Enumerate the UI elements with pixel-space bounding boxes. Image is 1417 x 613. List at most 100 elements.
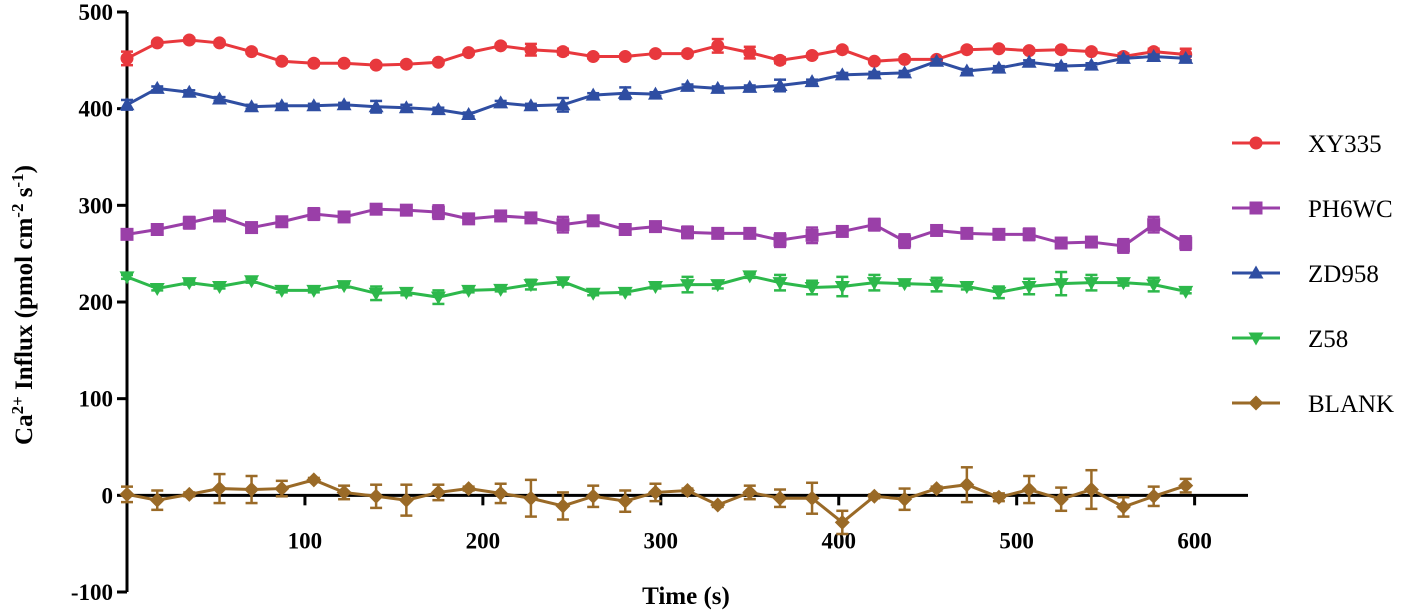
data-point-ph6wc <box>462 212 476 226</box>
legend-label-blank: BLANK <box>1308 391 1394 418</box>
data-point-ph6wc <box>960 226 974 240</box>
data-point-blank <box>1083 482 1099 498</box>
data-point-blank <box>523 490 539 506</box>
data-point-xy335 <box>898 52 912 66</box>
x-axis-title: Time (s) <box>642 583 730 610</box>
data-point-xy335 <box>556 45 570 59</box>
legend-label-z58: Z58 <box>1308 326 1348 353</box>
data-point-zd958 <box>772 77 788 91</box>
legend: XY335 PH6WC ZD958 Z58 BLANK <box>1232 131 1394 418</box>
x-tick-label: 500 <box>999 528 1034 553</box>
data-point-z58 <box>149 282 165 296</box>
data-point-blank <box>959 477 975 493</box>
data-point-ph6wc <box>182 216 196 230</box>
data-point-ph6wc <box>930 223 944 237</box>
data-point-blank <box>772 490 788 506</box>
data-point-zd958 <box>368 99 384 113</box>
data-point-z58 <box>959 281 975 295</box>
y-tick-label: 0 <box>102 483 114 508</box>
data-point-ph6wc <box>369 202 383 216</box>
data-point-ph6wc <box>618 223 632 236</box>
series-blank <box>119 466 1194 536</box>
data-point-blank <box>804 490 820 506</box>
data-point-xy335 <box>245 45 259 59</box>
legend-marker-zd958 <box>1248 265 1264 279</box>
y-title-sup2: -2 <box>8 204 27 218</box>
data-point-ph6wc <box>586 214 600 228</box>
data-point-z58 <box>772 277 788 291</box>
data-point-ph6wc <box>1022 227 1036 241</box>
data-point-ph6wc <box>743 226 757 240</box>
data-point-zd958 <box>991 60 1007 74</box>
data-point-xy335 <box>743 46 757 60</box>
data-point-z58 <box>585 287 601 301</box>
legend-label-xy335: XY335 <box>1308 131 1382 158</box>
data-point-z58 <box>336 280 352 294</box>
data-point-xy335 <box>1084 45 1098 59</box>
legend-label-ph6wc: PH6WC <box>1308 196 1393 223</box>
data-point-blank <box>274 481 290 497</box>
y-title-base: Ca <box>11 414 38 445</box>
data-point-blank <box>710 497 726 513</box>
data-point-ph6wc <box>1147 218 1161 232</box>
y-title-sup3: -1 <box>8 173 27 187</box>
data-point-z58 <box>680 279 695 293</box>
data-point-blank <box>1021 482 1037 498</box>
data-point-z58 <box>398 286 414 300</box>
data-point-zd958 <box>523 98 539 112</box>
data-point-zd958 <box>647 86 663 100</box>
data-point-blank <box>244 482 260 498</box>
legend-item-xy335: XY335 <box>1232 131 1382 158</box>
data-point-ph6wc <box>524 211 538 225</box>
data-point-z58 <box>834 281 850 295</box>
y-title-end: ) <box>11 165 38 173</box>
data-point-zd958 <box>244 99 260 113</box>
data-point-ph6wc <box>399 203 413 217</box>
data-point-zd958 <box>1146 48 1162 62</box>
data-point-z58 <box>555 276 571 290</box>
data-point-zd958 <box>585 87 601 101</box>
data-point-zd958 <box>742 79 758 93</box>
data-point-zd958 <box>306 98 322 112</box>
data-point-ph6wc <box>245 221 259 235</box>
data-point-z58 <box>804 282 820 295</box>
data-point-z58 <box>119 271 135 285</box>
data-point-blank <box>929 481 945 497</box>
data-point-xy335 <box>337 56 351 70</box>
data-point-blank <box>181 486 197 502</box>
data-point-ph6wc <box>337 210 351 224</box>
series-z58 <box>119 270 1194 306</box>
data-point-ph6wc <box>648 220 662 234</box>
data-point-xy335 <box>711 39 725 53</box>
legend-label-zd958: ZD958 <box>1308 261 1379 288</box>
data-point-z58 <box>617 286 633 300</box>
data-point-blank <box>212 481 228 497</box>
data-point-z58 <box>493 283 509 297</box>
data-point-ph6wc <box>835 224 849 238</box>
data-point-xy335 <box>648 47 662 61</box>
y-tick-label: 100 <box>79 387 114 412</box>
data-point-z58 <box>181 277 197 291</box>
data-point-zd958 <box>1083 57 1099 71</box>
data-point-z58 <box>244 275 260 289</box>
data-point-zd958 <box>212 91 228 105</box>
data-point-xy335 <box>681 47 694 61</box>
data-point-blank <box>647 484 663 500</box>
data-point-zd958 <box>461 106 477 120</box>
data-point-xy335 <box>462 46 476 60</box>
data-point-z58 <box>647 281 663 295</box>
data-point-z58 <box>274 284 290 298</box>
data-point-ph6wc <box>773 233 787 247</box>
data-point-blank <box>149 492 165 508</box>
data-point-z58 <box>461 284 477 298</box>
data-point-xy335 <box>618 49 632 63</box>
y-title-sup: 2+ <box>8 396 27 414</box>
data-point-zd958 <box>929 53 945 67</box>
data-point-xy335 <box>524 43 538 57</box>
data-point-zd958 <box>336 97 352 111</box>
data-point-xy335 <box>960 43 974 57</box>
data-point-blank <box>119 486 135 502</box>
y-tick-label: -100 <box>71 580 113 605</box>
data-point-z58 <box>710 279 726 293</box>
